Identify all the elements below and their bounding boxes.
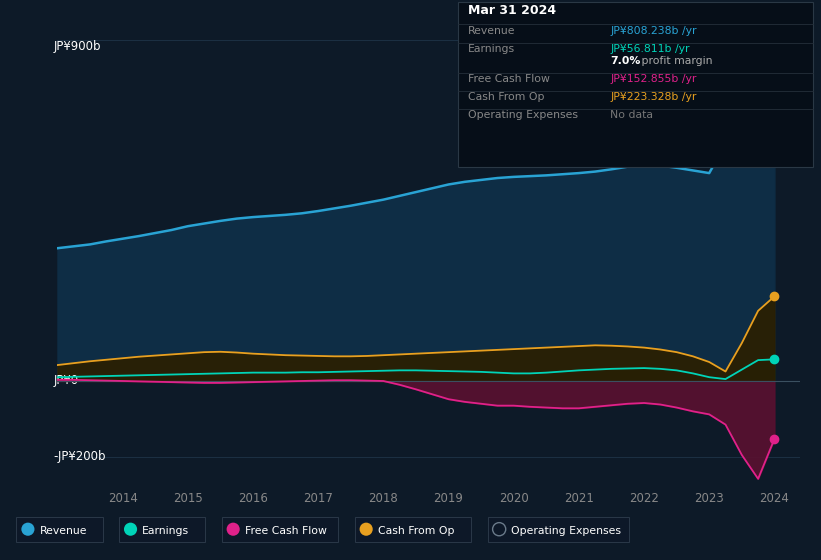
Text: Earnings: Earnings xyxy=(142,526,189,536)
Text: Free Cash Flow: Free Cash Flow xyxy=(245,526,327,536)
Text: Cash From Op: Cash From Op xyxy=(378,526,454,536)
Text: No data: No data xyxy=(610,110,653,120)
Text: Revenue: Revenue xyxy=(468,26,516,36)
Text: Operating Expenses: Operating Expenses xyxy=(511,526,621,536)
Text: Earnings: Earnings xyxy=(468,44,515,54)
Text: Mar 31 2024: Mar 31 2024 xyxy=(468,4,556,17)
Text: Revenue: Revenue xyxy=(39,526,87,536)
Text: Cash From Op: Cash From Op xyxy=(468,92,544,102)
Text: 7.0%: 7.0% xyxy=(610,56,640,66)
Text: JP¥56.811b /yr: JP¥56.811b /yr xyxy=(610,44,690,54)
Text: JP¥152.855b /yr: JP¥152.855b /yr xyxy=(610,74,696,84)
Text: JP¥0: JP¥0 xyxy=(53,375,79,388)
Text: JP¥808.238b /yr: JP¥808.238b /yr xyxy=(610,26,696,36)
Text: JP¥900b: JP¥900b xyxy=(53,40,101,53)
Text: Free Cash Flow: Free Cash Flow xyxy=(468,74,550,84)
Text: -JP¥200b: -JP¥200b xyxy=(53,450,106,463)
Text: Operating Expenses: Operating Expenses xyxy=(468,110,578,120)
Text: profit margin: profit margin xyxy=(638,56,713,66)
Text: JP¥223.328b /yr: JP¥223.328b /yr xyxy=(610,92,696,102)
